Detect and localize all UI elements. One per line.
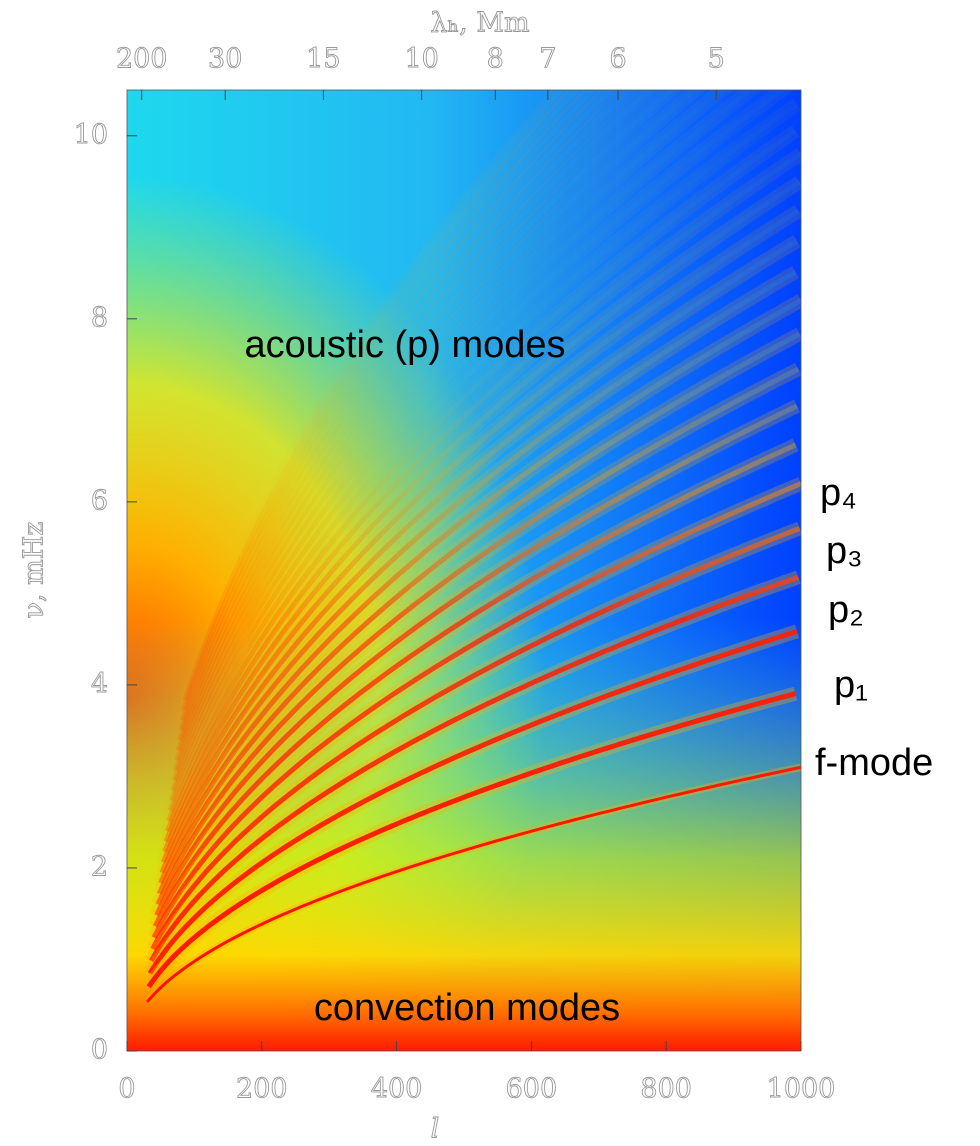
ridge	[157, 331, 801, 895]
ridge	[150, 526, 801, 951]
ridge	[179, 90, 597, 721]
ridge	[166, 128, 798, 822]
y-axis-label: ν, mHz	[19, 522, 50, 619]
x2-axis-label: λₕ, Mm	[430, 8, 529, 39]
ridge	[173, 90, 700, 772]
ridge	[163, 179, 801, 843]
ridge	[161, 238, 799, 864]
x2-tick-label: 8	[487, 44, 504, 75]
ridge	[162, 208, 800, 853]
ridge	[165, 151, 801, 833]
ridge	[177, 90, 633, 741]
ridge	[147, 629, 798, 975]
x2-tick-label: 7	[539, 44, 556, 75]
x2-tick-label: 15	[306, 44, 340, 75]
ridge	[182, 90, 565, 701]
x2-tick-label: 200	[116, 44, 168, 75]
annotation: f-mode	[815, 742, 933, 784]
ridge	[175, 90, 654, 751]
ridge	[169, 90, 787, 802]
heatmap	[127, 90, 801, 1051]
annotation: p₃	[826, 530, 863, 572]
ridge	[146, 691, 797, 989]
annotation: p₂	[828, 589, 864, 631]
ridge	[170, 90, 755, 792]
x-tick-label: 0	[118, 1074, 135, 1105]
y-tick-label: 10	[74, 119, 108, 150]
ridge	[146, 765, 801, 1003]
ridge	[181, 90, 581, 711]
x-axis-label: l	[431, 1114, 440, 1145]
x2-tick-label: 5	[708, 44, 725, 75]
x2-tick-label: 10	[404, 44, 438, 75]
y-tick-label: 2	[91, 851, 108, 882]
annotation: convection modes	[314, 987, 620, 1029]
annotation: p₁	[834, 664, 868, 706]
ridge	[167, 102, 799, 812]
ridge	[154, 403, 799, 917]
y-tick-label: 0	[91, 1035, 108, 1066]
x2-tick-label: 30	[208, 44, 242, 75]
plot-frame	[126, 89, 802, 1052]
x2-tick-label: 6	[609, 44, 626, 75]
ridge	[171, 90, 726, 782]
ridge	[155, 366, 800, 906]
x-tick-label: 600	[506, 1074, 558, 1105]
annotation: p₄	[820, 472, 857, 514]
x-tick-label: 400	[371, 1074, 423, 1105]
x-tick-label: 200	[236, 1074, 288, 1105]
y-tick-label: 4	[91, 668, 108, 699]
ridge	[178, 90, 614, 731]
ridge	[153, 442, 797, 928]
y-tick-label: 6	[91, 485, 108, 516]
y-tick-label: 8	[91, 302, 108, 333]
x-tick-label: 800	[640, 1074, 692, 1105]
ridge	[159, 269, 797, 874]
ridge	[151, 481, 801, 939]
annotation: acoustic (p) modes	[244, 324, 565, 366]
x-tick-label: 1000	[767, 1074, 836, 1105]
ridge	[158, 298, 801, 885]
ridge	[174, 90, 676, 762]
ridge	[149, 574, 800, 963]
